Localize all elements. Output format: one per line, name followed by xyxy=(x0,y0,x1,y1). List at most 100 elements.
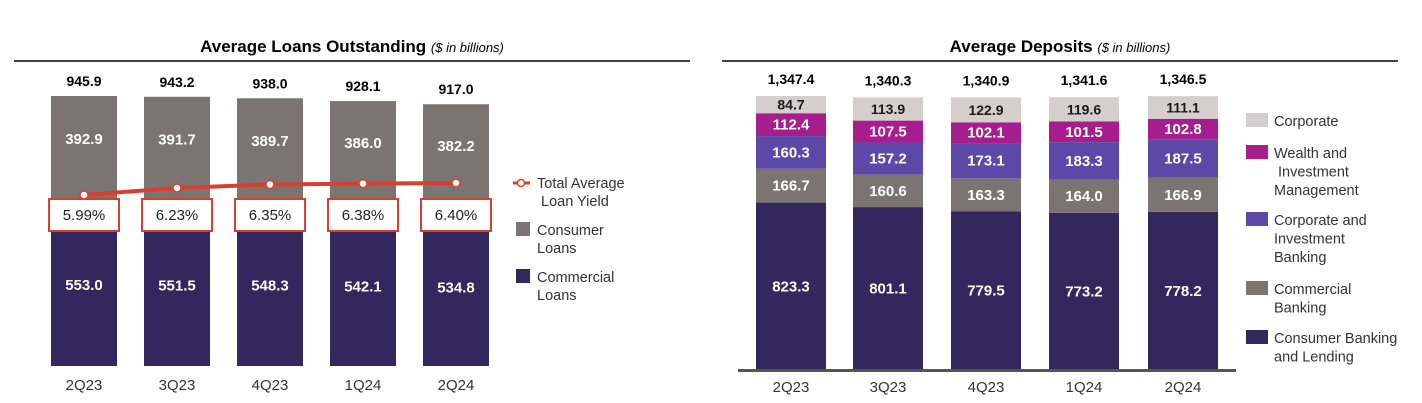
bar-total-label: 1,346.5 xyxy=(1160,71,1207,87)
bar-value-label: 102.8 xyxy=(1164,121,1202,138)
legend-swatch xyxy=(516,222,530,236)
legend-label: Commercial Banking xyxy=(1274,282,1351,317)
bar-value-label: 112.4 xyxy=(773,117,810,134)
bar-value-label: 84.7 xyxy=(777,97,804,113)
bar-segment xyxy=(756,96,826,114)
x-tick-label: 4Q23 xyxy=(968,379,1005,396)
yield-point xyxy=(358,178,368,189)
legend-swatch-yield-marker xyxy=(516,178,526,188)
yield-point xyxy=(451,178,461,188)
bar-segment xyxy=(951,122,1021,144)
bar-total-label: 1,340.9 xyxy=(963,72,1010,88)
bar-segment xyxy=(423,104,489,214)
bar-segment xyxy=(756,168,826,203)
x-tick-label: 4Q23 xyxy=(252,377,289,394)
bar-segment xyxy=(330,211,396,366)
bar-segment xyxy=(1049,121,1119,143)
bar-segment xyxy=(1148,96,1218,119)
yield-value-label: 5.99% xyxy=(63,207,106,224)
bar-value-label: 157.2 xyxy=(869,150,907,167)
bar-segment xyxy=(951,178,1021,212)
legend-label: Consumer Loans xyxy=(537,223,604,257)
yield-point xyxy=(265,179,275,190)
bar-total-label: 1,340.3 xyxy=(865,72,912,88)
yield-label-box xyxy=(420,198,492,232)
yield-value-label: 6.35% xyxy=(249,207,292,224)
bar-value-label: 548.3 xyxy=(251,278,289,295)
bar-segment xyxy=(51,208,117,366)
bar-value-label: 111.1 xyxy=(1166,99,1200,115)
bar-value-label: 534.8 xyxy=(437,280,475,297)
bar-segment xyxy=(1049,179,1119,213)
bar-total-label: 945.9 xyxy=(66,73,101,89)
bar-segment xyxy=(330,101,396,212)
bar-value-label: 542.1 xyxy=(344,279,382,296)
bar-segment xyxy=(1049,212,1119,370)
x-tick-label: 2Q23 xyxy=(66,377,103,394)
bar-value-label: 778.2 xyxy=(1164,283,1202,300)
yield-value-label: 6.38% xyxy=(342,207,385,224)
x-tick-label: 1Q24 xyxy=(1066,379,1103,396)
bar-segment xyxy=(237,209,303,366)
bar-total-label: 1,341.6 xyxy=(1061,72,1108,88)
bar-segment xyxy=(853,97,923,121)
bar-value-label: 107.5 xyxy=(869,124,907,141)
x-tick-label: 2Q23 xyxy=(773,379,810,396)
bar-segment xyxy=(51,96,117,209)
bar-segment xyxy=(1148,177,1218,212)
x-tick-label: 3Q23 xyxy=(159,377,196,394)
bar-value-label: 163.3 xyxy=(967,187,1005,204)
legend-label: Total Average Loan Yield xyxy=(537,176,625,210)
bar-segment xyxy=(237,98,303,210)
bar-value-label: 166.9 xyxy=(1164,187,1202,204)
legend-swatch xyxy=(1246,330,1268,344)
legend-label: Corporate and Investment Banking xyxy=(1274,213,1367,266)
legend-swatch xyxy=(516,269,530,283)
bar-segment xyxy=(951,211,1021,370)
x-tick-label: 3Q23 xyxy=(870,379,907,396)
bar-value-label: 101.5 xyxy=(1065,124,1103,141)
bar-segment xyxy=(1148,211,1218,370)
bar-segment xyxy=(853,207,923,370)
bar-value-label: 551.5 xyxy=(158,277,196,294)
bar-segment xyxy=(1049,97,1119,122)
yield-point xyxy=(79,190,89,200)
x-tick-label: 2Q24 xyxy=(438,377,475,394)
legend-swatch xyxy=(1246,281,1268,295)
bar-total-label: 1,347.4 xyxy=(768,71,815,87)
legend-swatch xyxy=(1246,113,1268,127)
yield-value-label: 6.40% xyxy=(435,207,478,224)
x-tick-label: 1Q24 xyxy=(345,377,382,394)
bar-segment xyxy=(423,213,489,366)
bar-value-label: 173.1 xyxy=(967,153,1005,170)
bar-segment xyxy=(144,208,210,366)
bar-segment xyxy=(951,143,1021,179)
bar-value-label: 119.6 xyxy=(1067,101,1101,117)
bar-value-label: 382.2 xyxy=(437,138,475,155)
bar-segment xyxy=(951,97,1021,123)
bar-segment xyxy=(756,136,826,169)
legend-swatch xyxy=(1246,212,1268,226)
bar-total-label: 938.0 xyxy=(252,75,287,91)
bar-total-label: 928.1 xyxy=(345,78,380,94)
bar-value-label: 164.0 xyxy=(1065,188,1103,205)
bar-value-label: 160.6 xyxy=(869,183,907,200)
bar-value-label: 779.5 xyxy=(967,283,1005,300)
bar-value-label: 160.3 xyxy=(772,144,810,161)
bar-value-label: 392.9 xyxy=(65,131,103,148)
legend-label: Commercial Loans xyxy=(537,270,614,304)
legend-label: Wealth and Investment Management xyxy=(1274,146,1359,199)
yield-label-box xyxy=(234,198,306,232)
bar-value-label: 102.1 xyxy=(967,125,1005,142)
bar-segment xyxy=(853,120,923,143)
yield-label-box xyxy=(48,198,120,232)
yield-label-box xyxy=(327,198,399,232)
bar-value-label: 113.9 xyxy=(871,101,905,117)
yield-point xyxy=(172,183,182,193)
bar-value-label: 773.2 xyxy=(1065,283,1103,300)
bar-segment xyxy=(756,113,826,137)
bar-segment xyxy=(853,174,923,208)
bar-value-label: 823.3 xyxy=(772,278,810,295)
bar-segment xyxy=(1049,142,1119,180)
bar-value-label: 389.7 xyxy=(251,133,289,150)
